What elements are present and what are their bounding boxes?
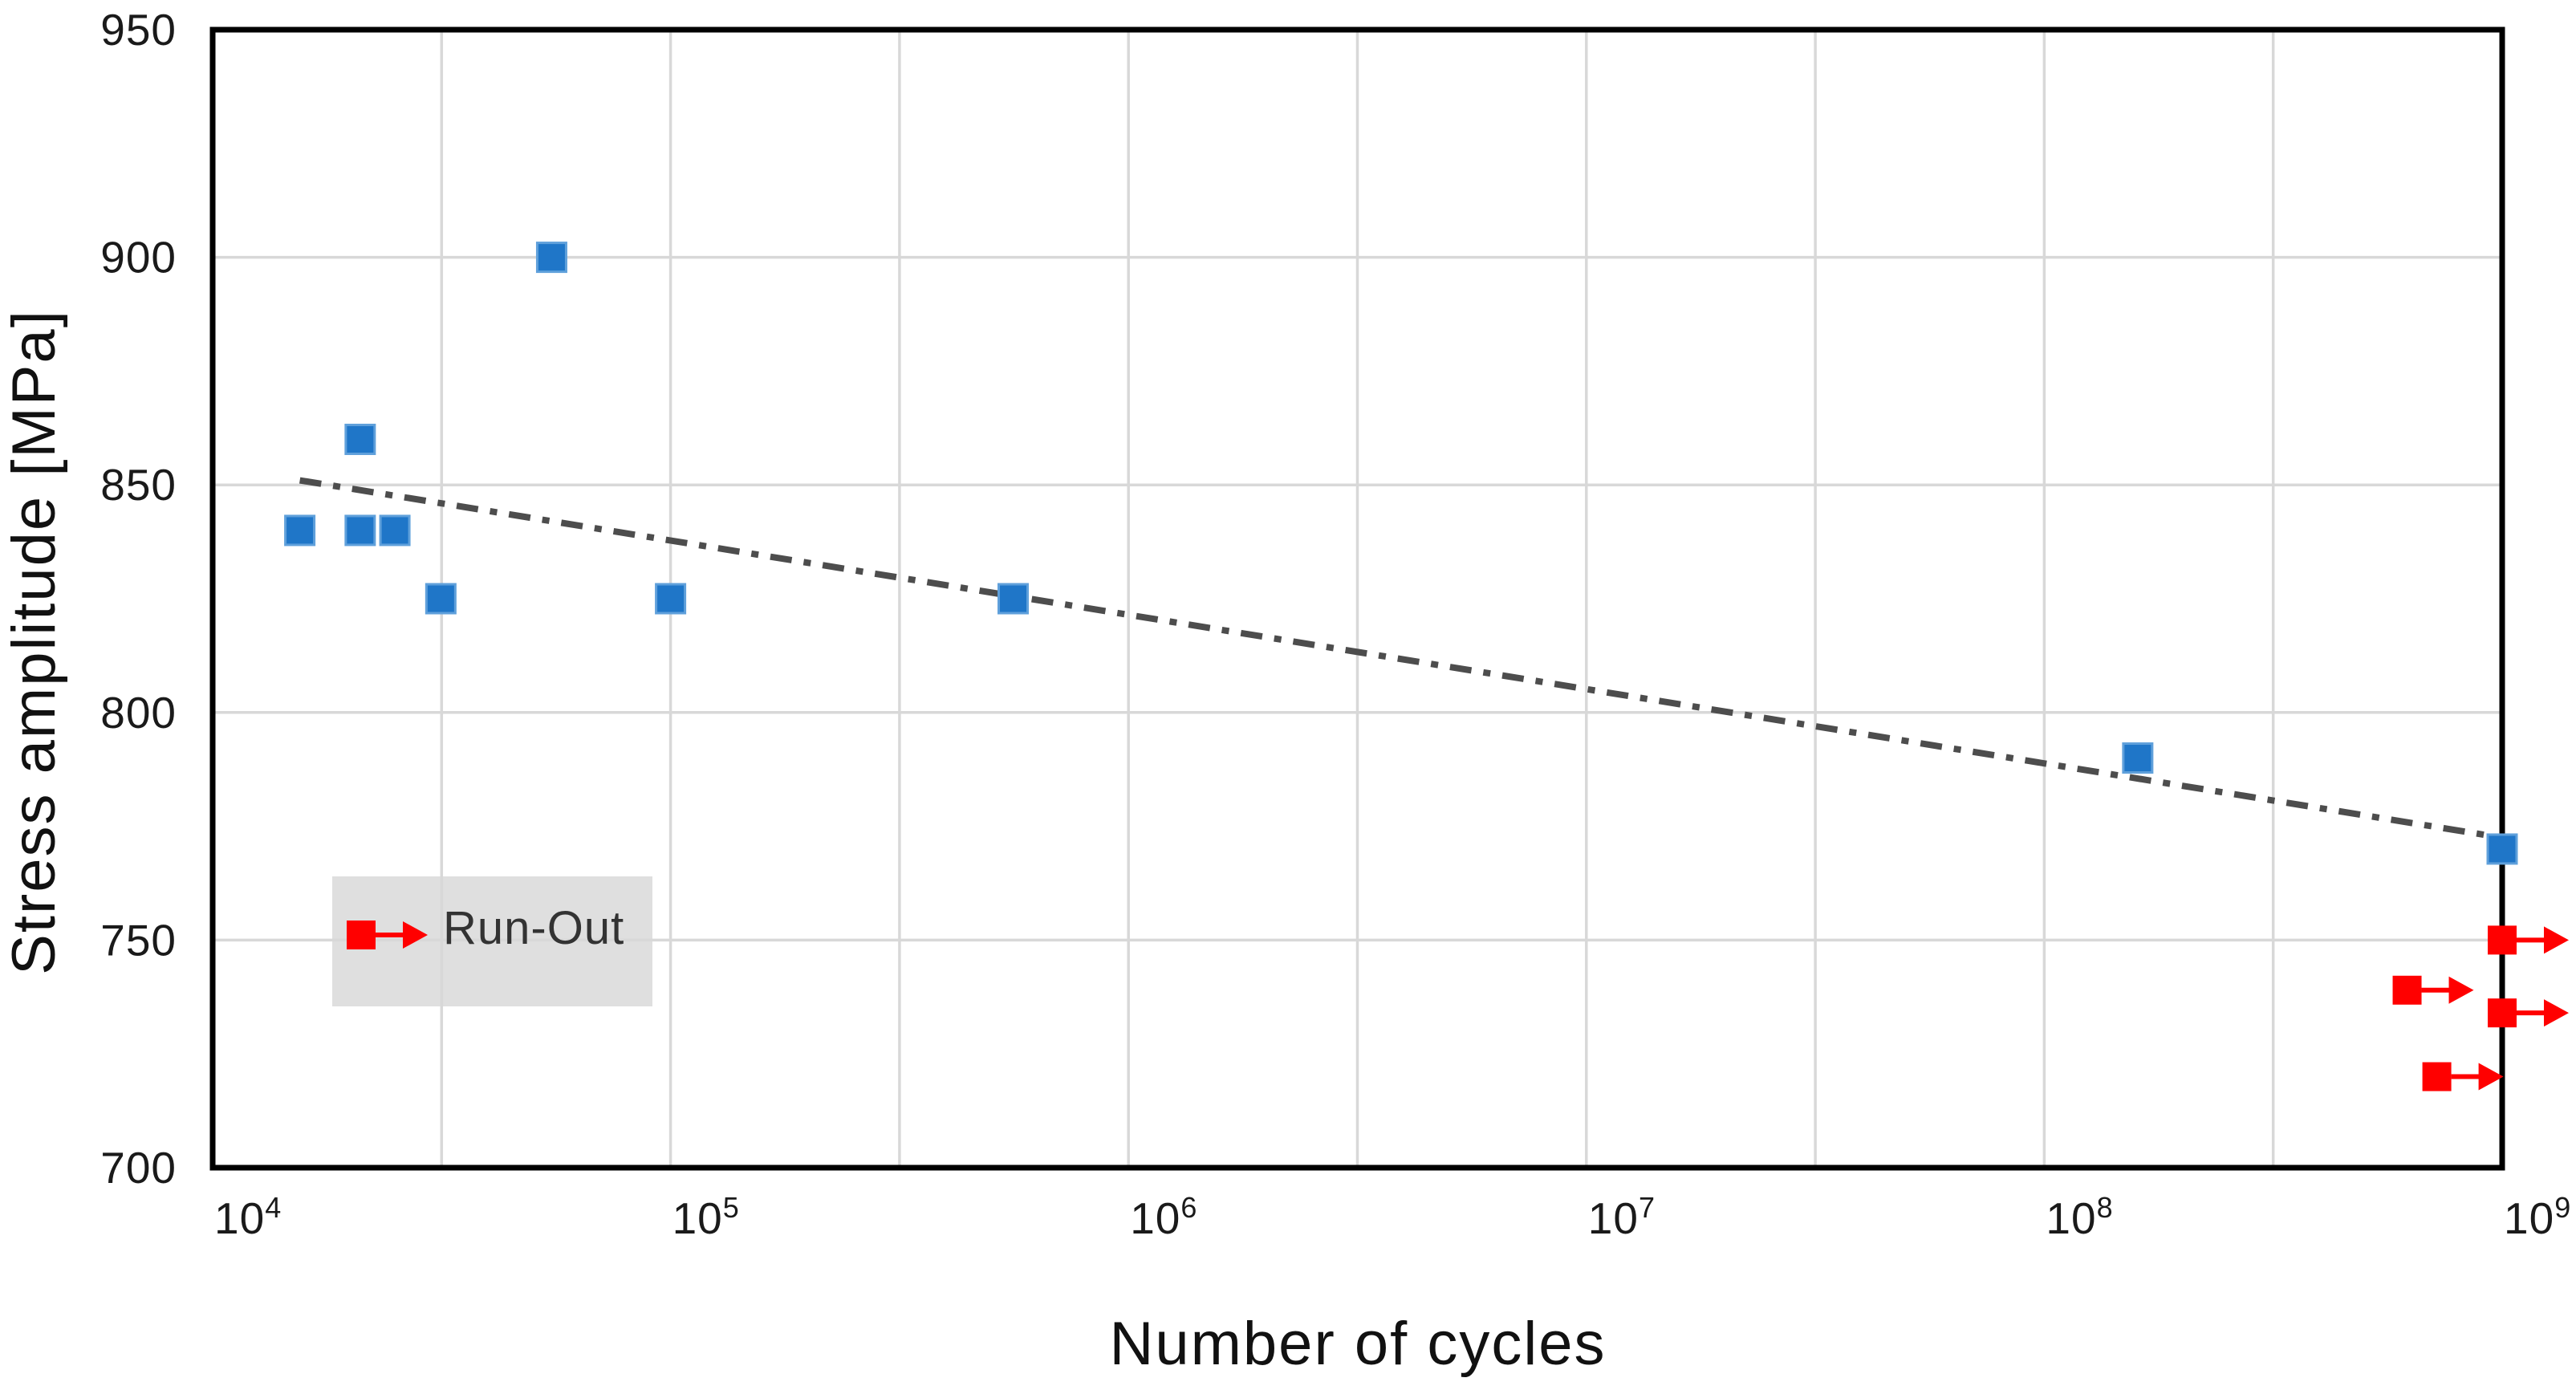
y-tick-label: 850	[100, 460, 177, 510]
y-tick-label: 950	[100, 5, 177, 55]
data-point-runout	[2392, 975, 2422, 1005]
data-point-runout	[2488, 998, 2517, 1028]
data-point-failure	[344, 423, 376, 455]
legend-label: Run-Out	[443, 902, 624, 954]
trendline	[299, 477, 2503, 841]
x-tick-label: 106	[1130, 1191, 1197, 1243]
data-point-failure	[284, 514, 316, 547]
x-tick-label: 108	[2046, 1191, 2113, 1243]
y-tick-label: 750	[100, 915, 177, 965]
data-point-runout-arrow-head	[2448, 976, 2474, 1004]
y-tick-label: 700	[100, 1143, 177, 1193]
y-tick-label: 900	[100, 233, 177, 282]
legend-runout-marker-arrow-head	[403, 921, 428, 949]
plot-border	[209, 26, 2505, 1171]
data-point-failure	[2122, 742, 2154, 774]
data-point-runout-arrow-head	[2544, 926, 2569, 954]
data-point-failure	[379, 514, 411, 547]
data-point-runout	[2488, 925, 2517, 955]
data-point-failure	[655, 583, 687, 615]
data-point-failure	[344, 514, 376, 547]
data-point-failure	[2486, 833, 2518, 865]
data-point-runout-arrow-head	[2478, 1063, 2504, 1091]
data-point-runout	[2422, 1062, 2452, 1091]
plot-layer: 950 900 850 800 750 700 104 105 106 107 108 109	[100, 5, 2571, 1243]
x-tick-label: 109	[2504, 1191, 2571, 1243]
data-point-failure	[425, 583, 457, 615]
x-axis-title: Number of cycles	[1109, 1310, 1606, 1378]
x-tick-label: 107	[1588, 1191, 1656, 1243]
y-tick-label: 800	[100, 688, 177, 738]
data-point-failure	[535, 242, 567, 274]
x-tick-label: 105	[672, 1191, 740, 1243]
x-tick-label: 104	[214, 1191, 282, 1243]
data-point-runout-arrow-head	[2544, 999, 2569, 1027]
data-point-failure	[997, 583, 1030, 615]
legend-runout-marker	[347, 921, 376, 949]
y-axis-title: Stress amplitude [MPa]	[0, 309, 68, 975]
